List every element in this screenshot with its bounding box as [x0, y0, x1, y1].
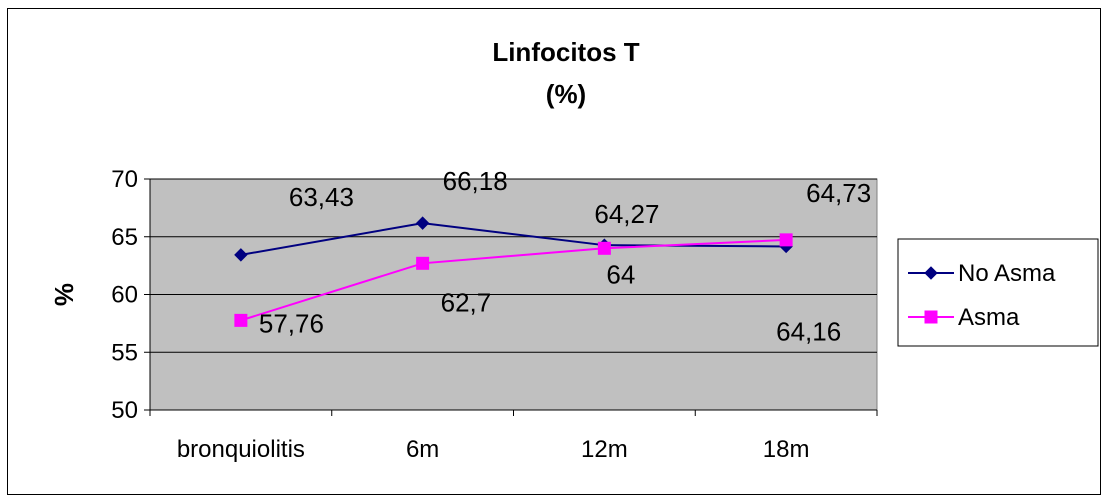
x-tick-label: 18m [763, 436, 810, 463]
data-labels: 63,43 66,18 64,27 64,16 57,76 62,7 64 64,73 [259, 166, 871, 346]
data-point [234, 313, 248, 327]
data-label: 62,7 [441, 287, 492, 317]
legend-label: No Asma [958, 260, 1056, 287]
data-label: 64,73 [806, 178, 871, 208]
data-label: 64,27 [594, 199, 659, 229]
data-label: 64,16 [776, 316, 841, 346]
series-line [240, 238, 787, 322]
data-label: 63,43 [289, 182, 354, 212]
y-axis-label: % [49, 283, 79, 306]
y-tick-label: 65 [111, 224, 138, 251]
legend-item: Asma [908, 304, 1020, 331]
legend-label: Asma [958, 304, 1020, 331]
series-asma [234, 233, 793, 327]
data-point [924, 310, 938, 324]
legend-item: No Asma [908, 260, 1056, 287]
y-tick-label: 70 [111, 166, 138, 193]
data-point [924, 266, 938, 280]
data-label: 57,76 [259, 308, 324, 338]
y-tick-label: 60 [111, 282, 138, 309]
x-tick-label: 12m [581, 436, 628, 463]
series-layer [234, 216, 793, 327]
chart-title-line-1: Linfocitos T [492, 37, 639, 67]
data-point [779, 233, 793, 247]
x-tick-label: bronquiolitis [177, 436, 305, 463]
chart-title: Linfocitos T (%) [492, 37, 639, 109]
x-tick-label: 6m [406, 436, 439, 463]
chart-title-line-2: (%) [546, 79, 586, 109]
legend: No Asma Asma [897, 238, 1099, 347]
data-label: 66,18 [443, 166, 508, 196]
data-point [416, 256, 430, 270]
x-axis: bronquiolitis 6m 12m 18m [149, 409, 878, 463]
data-point [415, 216, 430, 230]
data-point [597, 241, 611, 255]
y-tick-label: 50 [111, 397, 138, 424]
data-point [234, 248, 248, 262]
y-tick-label: 55 [111, 339, 138, 366]
series-line [240, 222, 787, 256]
data-label: 64 [606, 259, 635, 289]
y-axis: 50 55 60 65 70 [111, 166, 151, 424]
legend-box [897, 238, 1099, 347]
